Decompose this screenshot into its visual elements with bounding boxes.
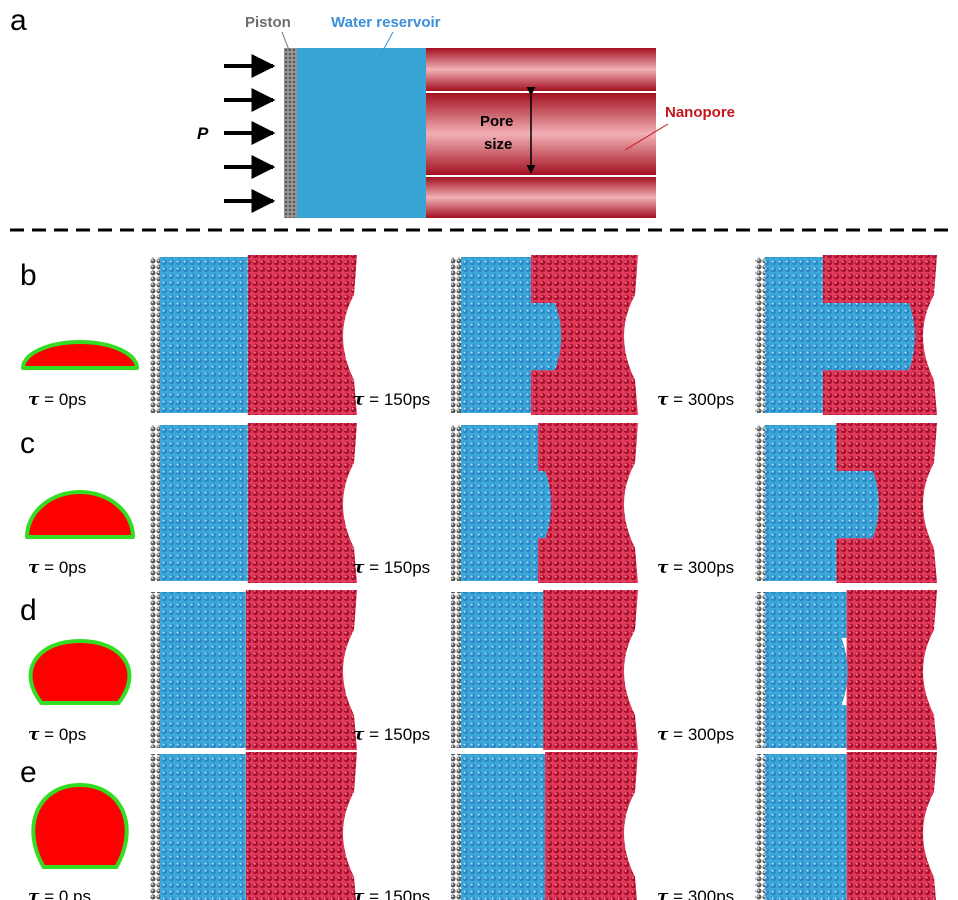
piston-label: Piston [245, 14, 291, 31]
md-snapshot [150, 255, 357, 415]
piston-leader [281, 31, 290, 51]
pore-wall-top [426, 48, 656, 91]
tau-symbol: τ [353, 390, 365, 410]
time-label: τ = 300ps [657, 725, 734, 745]
md-snapshot [150, 423, 357, 583]
tau-symbol: τ [28, 390, 40, 410]
panel-label-c: c [20, 427, 35, 460]
time-label: τ = 150ps [353, 725, 430, 745]
md-snapshot [755, 423, 937, 583]
time-value: = 0ps [39, 725, 86, 744]
time-value: = 300ps [668, 887, 734, 900]
panel-label-d: d [20, 594, 37, 627]
time-value: = 0 ps [39, 887, 91, 900]
tau-symbol: τ [353, 887, 365, 900]
contact-angle-droplet [25, 490, 135, 539]
md-snapshot [755, 255, 937, 415]
time-label: τ = 0ps [28, 558, 86, 578]
time-label: τ = 300ps [657, 390, 734, 410]
reservoir-label: Water reservoir [331, 14, 441, 31]
tau-symbol: τ [657, 725, 669, 745]
tau-symbol: τ [353, 725, 365, 745]
pore-wall-bottom [426, 177, 656, 218]
time-label: τ = 150ps [353, 887, 430, 900]
md-snapshot [451, 423, 638, 583]
time-value: = 300ps [668, 558, 734, 577]
piston [284, 48, 297, 218]
time-value: = 150ps [364, 390, 430, 409]
time-label: τ = 150ps [353, 558, 430, 578]
tau-symbol: τ [657, 558, 669, 578]
time-value: = 300ps [668, 725, 734, 744]
pore-size-label-2: size [484, 136, 512, 153]
md-snapshot [451, 255, 638, 415]
reservoir-leader [379, 31, 394, 57]
water-reservoir [297, 48, 426, 218]
row-e: eτ = 0 ps τ = 150ps τ = 300ps [20, 752, 937, 900]
time-value: = 150ps [364, 887, 430, 900]
time-label: τ = 300ps [657, 558, 734, 578]
contact-angle-droplet [28, 639, 132, 705]
pressure-arrows [224, 54, 276, 213]
pore-size-label-1: Pore [480, 113, 513, 130]
panel-label-e: e [20, 756, 37, 789]
tau-symbol: τ [353, 558, 365, 578]
time-label: τ = 0ps [28, 390, 86, 410]
tau-symbol: τ [28, 725, 40, 745]
md-snapshot [755, 590, 937, 750]
tau-symbol: τ [28, 558, 40, 578]
md-snapshot [451, 590, 638, 750]
contact-angle-droplet [21, 340, 139, 370]
time-value: = 0ps [39, 390, 86, 409]
md-snapshot [755, 752, 937, 900]
nanopore-leader [624, 123, 669, 151]
tau-symbol: τ [657, 390, 669, 410]
contact-angle-droplet [31, 783, 129, 869]
row-b: bτ = 0ps τ = 150ps τ = 300ps [20, 255, 937, 415]
time-value: = 150ps [364, 558, 430, 577]
time-label: τ = 0ps [28, 725, 86, 745]
time-value: = 150ps [364, 725, 430, 744]
time-label: τ = 150ps [353, 390, 430, 410]
md-snapshot [150, 590, 357, 750]
time-label: τ = 300ps [657, 887, 734, 900]
md-snapshot [451, 752, 638, 900]
panel-a: a P Piston Water reservoir Pore size Nan… [10, 4, 735, 218]
time-value: = 0ps [39, 558, 86, 577]
time-label: τ = 0 ps [28, 887, 91, 900]
row-c: cτ = 0ps τ = 150ps τ = 300ps [20, 423, 937, 583]
row-d: dτ = 0ps τ = 150ps τ = 300ps [20, 590, 937, 750]
pore-channel [426, 93, 656, 175]
tau-symbol: τ [657, 887, 669, 900]
panel-label-a: a [10, 4, 27, 37]
time-value: = 300ps [668, 390, 734, 409]
nanopore-label: Nanopore [665, 104, 735, 121]
pressure-label: P [197, 124, 209, 143]
panel-label-b: b [20, 259, 37, 292]
md-snapshot [150, 752, 357, 900]
tau-symbol: τ [28, 887, 40, 900]
